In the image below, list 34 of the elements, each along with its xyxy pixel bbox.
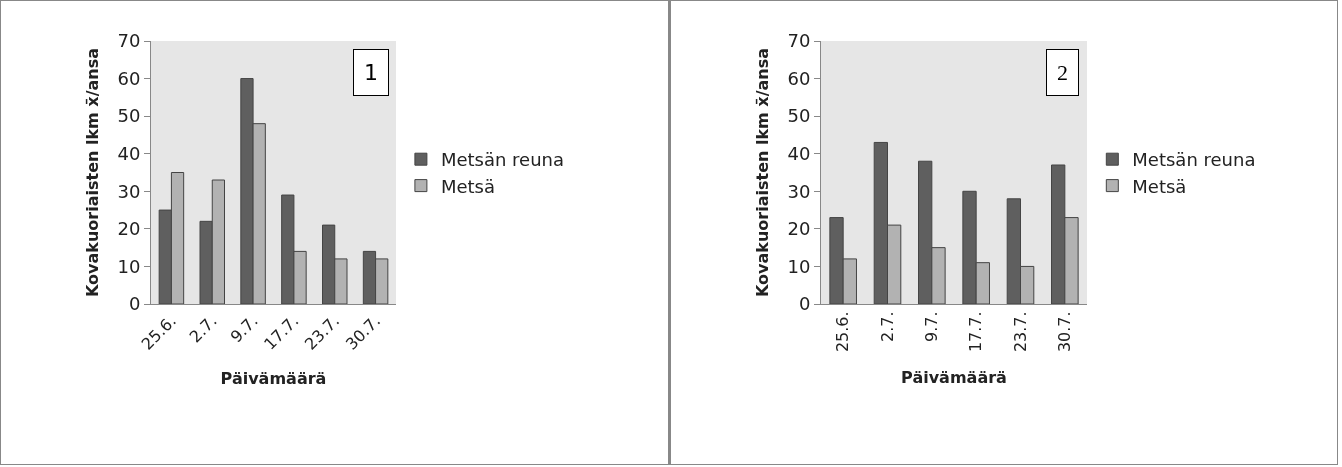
y-tick-label: 10 xyxy=(117,255,141,277)
y-axis-title: Kovakuoriaisten lkm x̄/ansa xyxy=(83,47,103,298)
x-tick-label: 30.7. xyxy=(1055,311,1075,353)
legend-label: Metsän reuna xyxy=(440,149,565,171)
y-axis-title: Kovakuoriaisten lkm x̄/ansa xyxy=(753,47,773,298)
x-tick-label: 23.7. xyxy=(1010,311,1030,353)
x-tick-label: 25.6. xyxy=(833,311,853,353)
y-tick-label: 0 xyxy=(798,293,811,315)
legend-label: Metsä xyxy=(1132,175,1187,197)
y-tick-label: 30 xyxy=(117,180,141,202)
x-tick-label: 9.7. xyxy=(922,311,942,342)
y-tick-label: 20 xyxy=(117,218,141,240)
y-tick-label: 60 xyxy=(117,67,141,89)
y-tick-label: 20 xyxy=(787,218,811,240)
legend-label: Metsä xyxy=(440,175,495,197)
x-tick-label: 2.7. xyxy=(185,311,221,347)
y-tick-label: 0 xyxy=(128,293,141,315)
annotation: 1 xyxy=(364,60,378,85)
x-tick-label: 17.7. xyxy=(966,311,986,353)
x-axis-title: Päivämäärä xyxy=(901,367,1007,387)
y-tick-label: 10 xyxy=(787,255,811,277)
y-tick-label: 70 xyxy=(787,30,811,52)
y-tick-label: 70 xyxy=(117,30,141,52)
y-tick-label: 60 xyxy=(787,67,811,89)
y-tick-label: 40 xyxy=(787,143,811,165)
legend-label: Metsän reuna xyxy=(1132,149,1256,171)
annotation: 2 xyxy=(1057,60,1068,85)
y-tick-label: 40 xyxy=(117,143,141,165)
y-tick-label: 30 xyxy=(787,180,811,202)
x-tick-label: 2.7. xyxy=(877,311,897,342)
x-axis-title: Päivämäärä xyxy=(220,369,327,389)
x-tick-label: 9.7. xyxy=(226,311,262,347)
y-tick-label: 50 xyxy=(787,105,811,127)
y-tick-label: 50 xyxy=(117,105,141,127)
